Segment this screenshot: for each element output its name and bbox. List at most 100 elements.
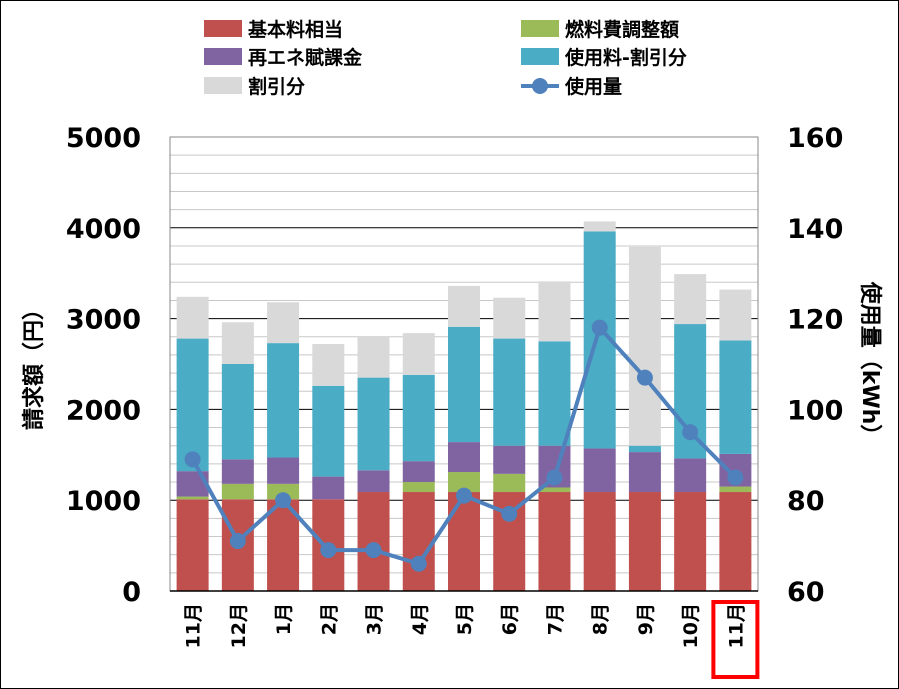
usage-line bbox=[184, 319, 744, 572]
usage-point bbox=[501, 505, 518, 522]
bar-segment bbox=[493, 338, 526, 446]
left-tick-label: 0 bbox=[122, 577, 141, 608]
category-label: 5月 bbox=[454, 603, 476, 635]
right-tick-label: 120 bbox=[787, 305, 843, 336]
left-tick-label: 2000 bbox=[66, 395, 141, 426]
usage-point bbox=[229, 533, 246, 550]
category-label: 9月 bbox=[635, 603, 657, 635]
bar-segment bbox=[538, 281, 571, 342]
right-axis-title: 使用量（kWh） bbox=[857, 281, 882, 447]
right-tick-label: 140 bbox=[787, 214, 843, 245]
category-label: 4月 bbox=[409, 603, 431, 635]
bar-segment bbox=[448, 285, 480, 327]
legend-label: 使用料-割引分 bbox=[564, 46, 687, 69]
category-label: 10月 bbox=[680, 603, 702, 648]
bar-segment bbox=[176, 296, 209, 339]
bar-segment bbox=[176, 338, 209, 472]
right-tick-label: 160 bbox=[787, 123, 843, 154]
usage-point bbox=[365, 542, 382, 559]
bar-segment bbox=[402, 482, 435, 493]
category-label: 11月 bbox=[725, 603, 747, 648]
stacked-bars bbox=[176, 221, 752, 591]
bar-segment bbox=[312, 385, 345, 477]
left-tick-label: 3000 bbox=[66, 305, 141, 336]
bar-segment bbox=[357, 470, 390, 493]
bar-segment bbox=[583, 492, 616, 591]
plot-frame bbox=[169, 136, 759, 592]
bar-segment bbox=[221, 459, 254, 484]
category-label: 7月 bbox=[544, 603, 566, 635]
bar-segment bbox=[402, 333, 435, 375]
legend-label: 使用量 bbox=[564, 76, 622, 98]
bar-segment bbox=[583, 448, 616, 493]
bar-segment bbox=[628, 445, 661, 453]
bar-segment bbox=[357, 336, 390, 378]
usage-point bbox=[682, 424, 699, 441]
bar-segment bbox=[448, 326, 480, 443]
legend-swatch bbox=[521, 20, 559, 37]
usage-point bbox=[591, 319, 608, 336]
bar-segment bbox=[312, 476, 345, 500]
usage-point bbox=[727, 469, 744, 486]
legend-label: 割引分 bbox=[248, 75, 305, 98]
bar-segment bbox=[628, 452, 661, 493]
category-label: 3月 bbox=[364, 603, 386, 635]
legend-swatch bbox=[204, 20, 242, 37]
category-label: 6月 bbox=[499, 603, 521, 635]
bar-segment bbox=[402, 374, 435, 462]
bar-segment bbox=[493, 297, 526, 339]
bar-segment bbox=[674, 458, 707, 493]
bar-segment bbox=[674, 492, 707, 591]
usage-point bbox=[275, 492, 292, 509]
bar-segment bbox=[538, 487, 571, 493]
bar-segment bbox=[267, 483, 300, 500]
bar-segment bbox=[628, 492, 661, 591]
bar-segment bbox=[176, 471, 209, 497]
bar-segment bbox=[176, 496, 209, 500]
right-tick-label: 100 bbox=[787, 395, 843, 426]
legend-label: 基本料相当 bbox=[247, 18, 343, 41]
usage-point bbox=[184, 451, 201, 468]
bar-segment bbox=[448, 442, 480, 473]
bar-segment bbox=[176, 499, 209, 591]
left-axis-title: 請求額（円） bbox=[21, 298, 47, 430]
bar-segment bbox=[538, 492, 571, 591]
bar-segment bbox=[719, 492, 752, 591]
bar-segment bbox=[719, 340, 752, 454]
bar-segment bbox=[674, 274, 707, 325]
legend-label: 再エネ賦課金 bbox=[248, 46, 363, 69]
bar-segment bbox=[448, 472, 480, 493]
bar-segment bbox=[402, 492, 435, 591]
left-tick-label: 5000 bbox=[66, 123, 141, 154]
usage-point bbox=[410, 555, 427, 572]
category-label: 1月 bbox=[273, 603, 295, 635]
left-axis-ticks: 0 1000 2000 3000 4000 5000 bbox=[66, 123, 141, 608]
right-tick-label: 80 bbox=[787, 486, 825, 517]
bar-segment bbox=[357, 377, 390, 471]
category-axis: 11月 12月 1月 2月 3月 4月 5月 6月 7月 8月 9月 10月 11月 bbox=[183, 600, 760, 679]
bar-segment bbox=[402, 461, 435, 483]
category-label: 12月 bbox=[228, 603, 250, 648]
bar-segment bbox=[493, 473, 526, 493]
bar-segment bbox=[493, 445, 526, 474]
legend-marker bbox=[532, 78, 548, 94]
usage-point bbox=[636, 369, 653, 386]
legend-swatch bbox=[204, 77, 242, 94]
bar-segment bbox=[221, 322, 254, 364]
bar-segment bbox=[583, 221, 616, 232]
bar-segment bbox=[448, 492, 480, 591]
usage-point bbox=[456, 487, 472, 504]
category-label: 2月 bbox=[318, 603, 340, 635]
bar-segment bbox=[719, 486, 752, 493]
category-label: 8月 bbox=[590, 603, 612, 635]
bar-segment bbox=[628, 246, 661, 446]
highlight-box bbox=[711, 600, 760, 679]
bar-segment bbox=[267, 302, 300, 344]
bar-segment bbox=[719, 289, 752, 341]
right-tick-label: 60 bbox=[787, 577, 825, 608]
bar-segment bbox=[312, 344, 345, 386]
bar-segment bbox=[267, 457, 300, 484]
